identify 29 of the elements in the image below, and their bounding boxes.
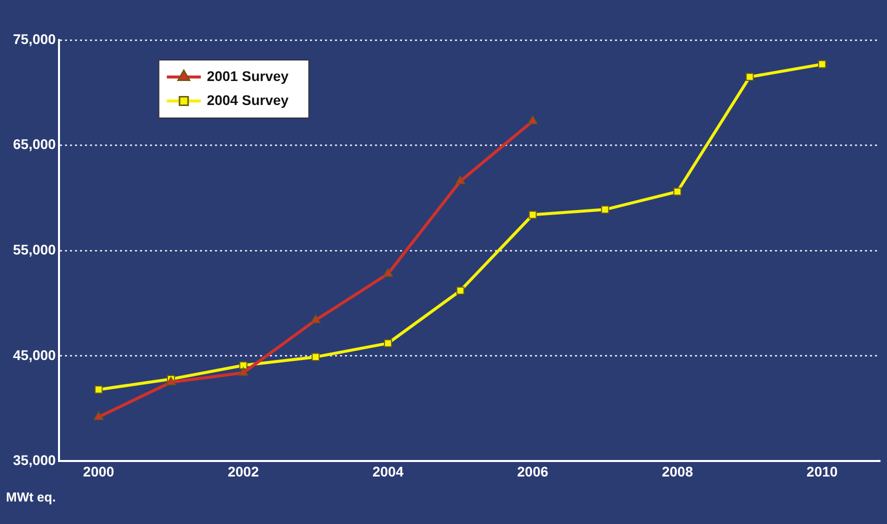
point — [746, 72, 754, 81]
point — [528, 116, 538, 124]
y-tick-label: 55,000 — [12, 241, 56, 258]
point — [456, 286, 464, 295]
point — [94, 386, 103, 394]
x-tick-label: 2006 — [517, 463, 548, 480]
y-tick-label: 75,000 — [12, 30, 56, 47]
point — [528, 210, 537, 219]
y-tick-label: 45,000 — [12, 346, 56, 363]
point — [383, 268, 393, 277]
point — [238, 367, 248, 376]
y-tick-label: 65,000 — [12, 136, 56, 152]
x-tick-label: 2008 — [662, 463, 694, 480]
point — [384, 339, 392, 348]
y-tick-label: 35,000 — [12, 452, 56, 468]
x-tick-label: 2004 — [372, 463, 404, 480]
point — [312, 352, 320, 361]
y-axis-title: MWt eq. — [6, 490, 56, 505]
x-tick-label: 2002 — [228, 463, 260, 480]
point — [601, 206, 610, 214]
legend-label: 2004 Survey — [206, 92, 289, 108]
point — [94, 411, 104, 420]
x-tick-label: 2000 — [83, 463, 114, 480]
point — [673, 188, 682, 196]
legend-label: 2001 Survey — [206, 68, 289, 84]
x-tick-label: 2010 — [806, 463, 838, 480]
point — [456, 176, 466, 184]
point — [310, 314, 320, 324]
point — [818, 60, 826, 68]
